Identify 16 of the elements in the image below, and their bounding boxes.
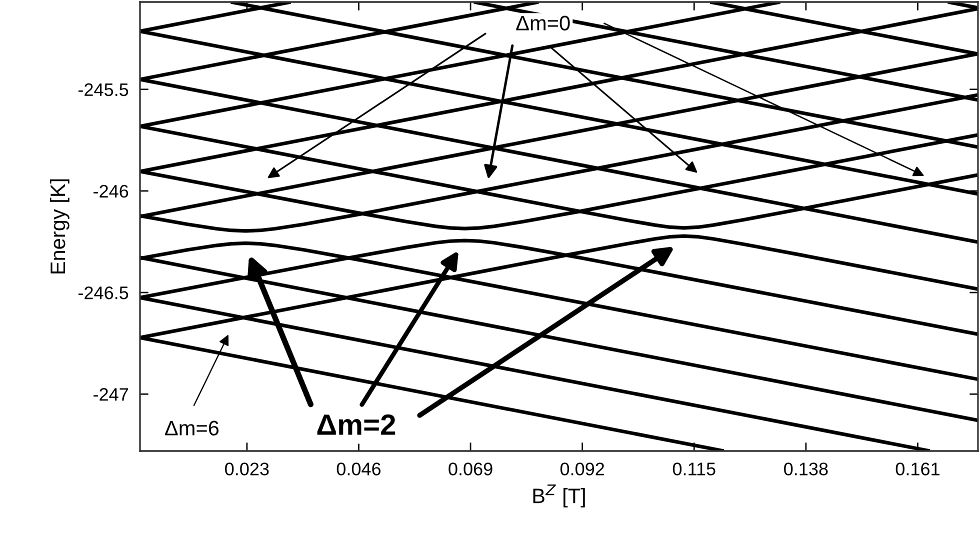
y-tick-label: -247 [94,388,128,401]
x-tick-label: 0.069 [448,462,492,476]
annotation: Δm=2 [317,414,396,435]
x-tick-label: 0.115 [672,462,716,476]
x-axis-title: B$^{Z}$ [T] [533,484,585,508]
x-tick-label: 0.092 [560,462,604,476]
annotation: Δm=0 [516,16,570,30]
y-tick-label: -246.5 [78,286,128,300]
x-tick-label: 0.046 [336,462,381,476]
x-tick-label: 0.023 [225,462,269,476]
y-tick-label: -246 [94,184,128,198]
y-axis-title: Energy [K] [50,179,70,274]
y-tick-label: -245.5 [78,83,128,96]
x-tick-label: 0.138 [784,462,828,476]
x-tick-label: 0.161 [896,462,940,476]
annotation: Δm=6 [165,420,219,436]
